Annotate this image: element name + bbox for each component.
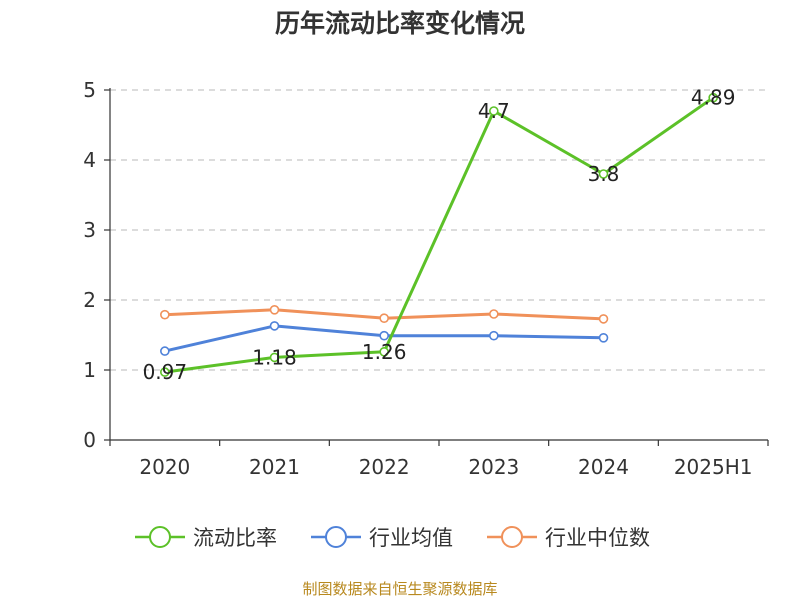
legend-swatch-marker: [501, 526, 523, 548]
chart-title: 历年流动比率变化情况: [274, 9, 525, 38]
y-tick-label: 1: [83, 358, 96, 382]
data-point: [160, 309, 170, 320]
data-label: 1.26: [362, 340, 407, 364]
series-line: [164, 96, 715, 374]
data-label: 0.97: [143, 360, 188, 384]
data-point: [379, 313, 389, 324]
data-point: [269, 304, 280, 315]
data-point: [379, 330, 389, 341]
x-tick-label: 2021: [249, 455, 300, 479]
data-point: [598, 332, 609, 343]
legend-label: 行业中位数: [545, 526, 650, 550]
data-point: [598, 314, 609, 324]
data-label: 4.89: [691, 86, 736, 110]
y-tick-label: 3: [83, 218, 96, 242]
data-point: [160, 346, 170, 356]
x-tick-label: 2022: [359, 455, 410, 479]
data-point: [379, 346, 389, 357]
data-label: 3.8: [588, 162, 620, 186]
data-label: 4.7: [478, 99, 510, 123]
data-label: 1.18: [252, 345, 297, 369]
x-tick-label: 2024: [578, 455, 629, 479]
legend-label: 流动比率: [193, 526, 277, 550]
y-tick-label: 2: [83, 288, 96, 312]
x-tick-label: 2020: [139, 455, 190, 479]
x-tick-label: 2025H1: [674, 455, 753, 479]
y-tick-label: 5: [83, 78, 96, 102]
data-point: [708, 92, 718, 103]
data-point: [160, 367, 170, 377]
legend-swatch-marker: [325, 526, 347, 548]
y-tick-label: 0: [83, 428, 96, 452]
data-point: [269, 321, 280, 331]
x-tick-label: 2023: [468, 455, 519, 479]
data-point: [598, 169, 609, 179]
legend-swatch-marker: [149, 526, 171, 548]
data-point: [489, 330, 499, 341]
y-tick-label: 4: [83, 148, 96, 172]
source-note: 制图数据来自恒生聚源数据库: [302, 580, 498, 598]
data-point: [269, 352, 280, 363]
data-point: [489, 106, 499, 116]
legend-label: 行业均值: [369, 526, 453, 550]
data-point: [489, 309, 499, 319]
